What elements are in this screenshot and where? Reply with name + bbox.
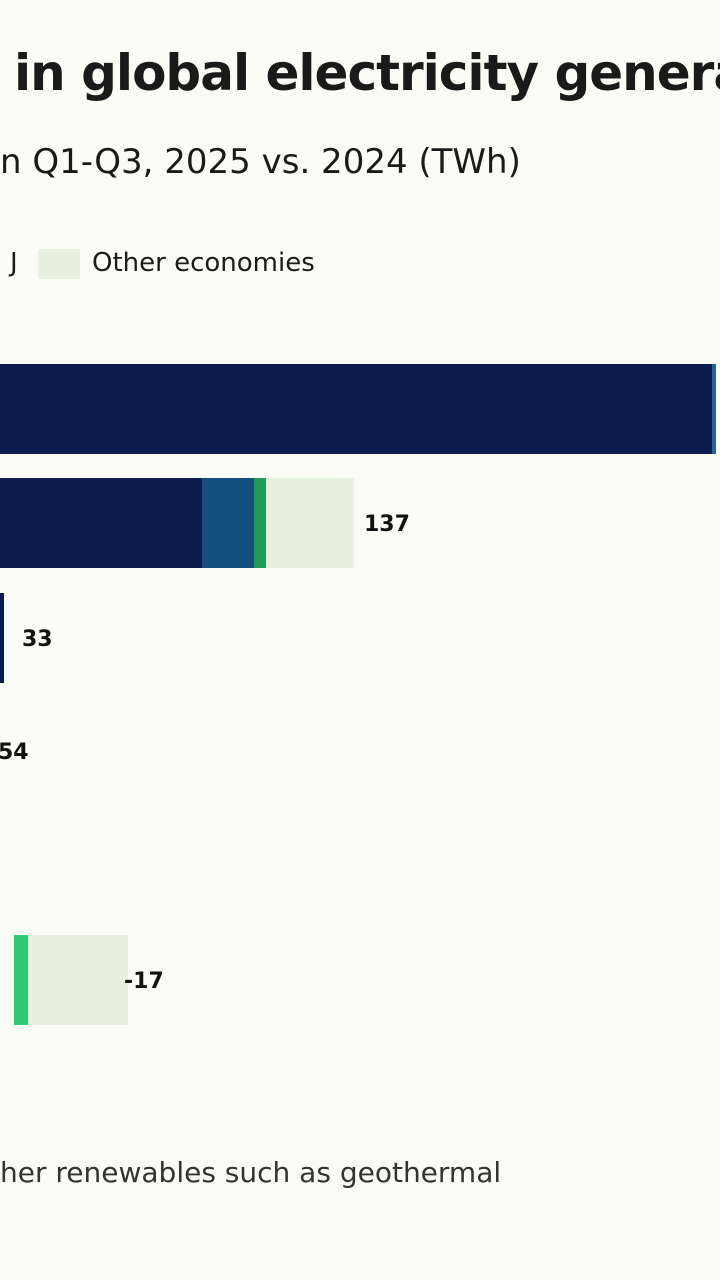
bar-2-segment-0 bbox=[0, 593, 4, 683]
chart-footnote: her renewables such as geothermal bbox=[0, 1156, 502, 1189]
legend-partial-label: J bbox=[10, 248, 18, 278]
bar-1-segment-1 bbox=[202, 478, 254, 568]
legend-swatch-other-economies bbox=[38, 249, 80, 279]
bar-1-segment-2 bbox=[254, 478, 266, 568]
bar-1-segment-3 bbox=[266, 478, 354, 568]
bar-4-segment-1 bbox=[28, 935, 128, 1025]
bar-1-value-label: 137 bbox=[364, 512, 410, 537]
bar-3-value-label: 54 bbox=[0, 740, 29, 765]
chart-title: in global electricity genera bbox=[14, 44, 720, 102]
bar-0-segment-0 bbox=[0, 364, 712, 454]
bar-4-value-label: -17 bbox=[124, 969, 164, 994]
bar-1-segment-0 bbox=[0, 478, 202, 568]
bar-4-segment-0 bbox=[14, 935, 28, 1025]
legend-label-other-economies: Other economies bbox=[92, 248, 315, 278]
chart-subtitle: n Q1-Q3, 2025 vs. 2024 (TWh) bbox=[0, 142, 521, 182]
bar-2-value-label: 33 bbox=[22, 627, 53, 652]
bar-0-segment-1 bbox=[712, 364, 716, 454]
